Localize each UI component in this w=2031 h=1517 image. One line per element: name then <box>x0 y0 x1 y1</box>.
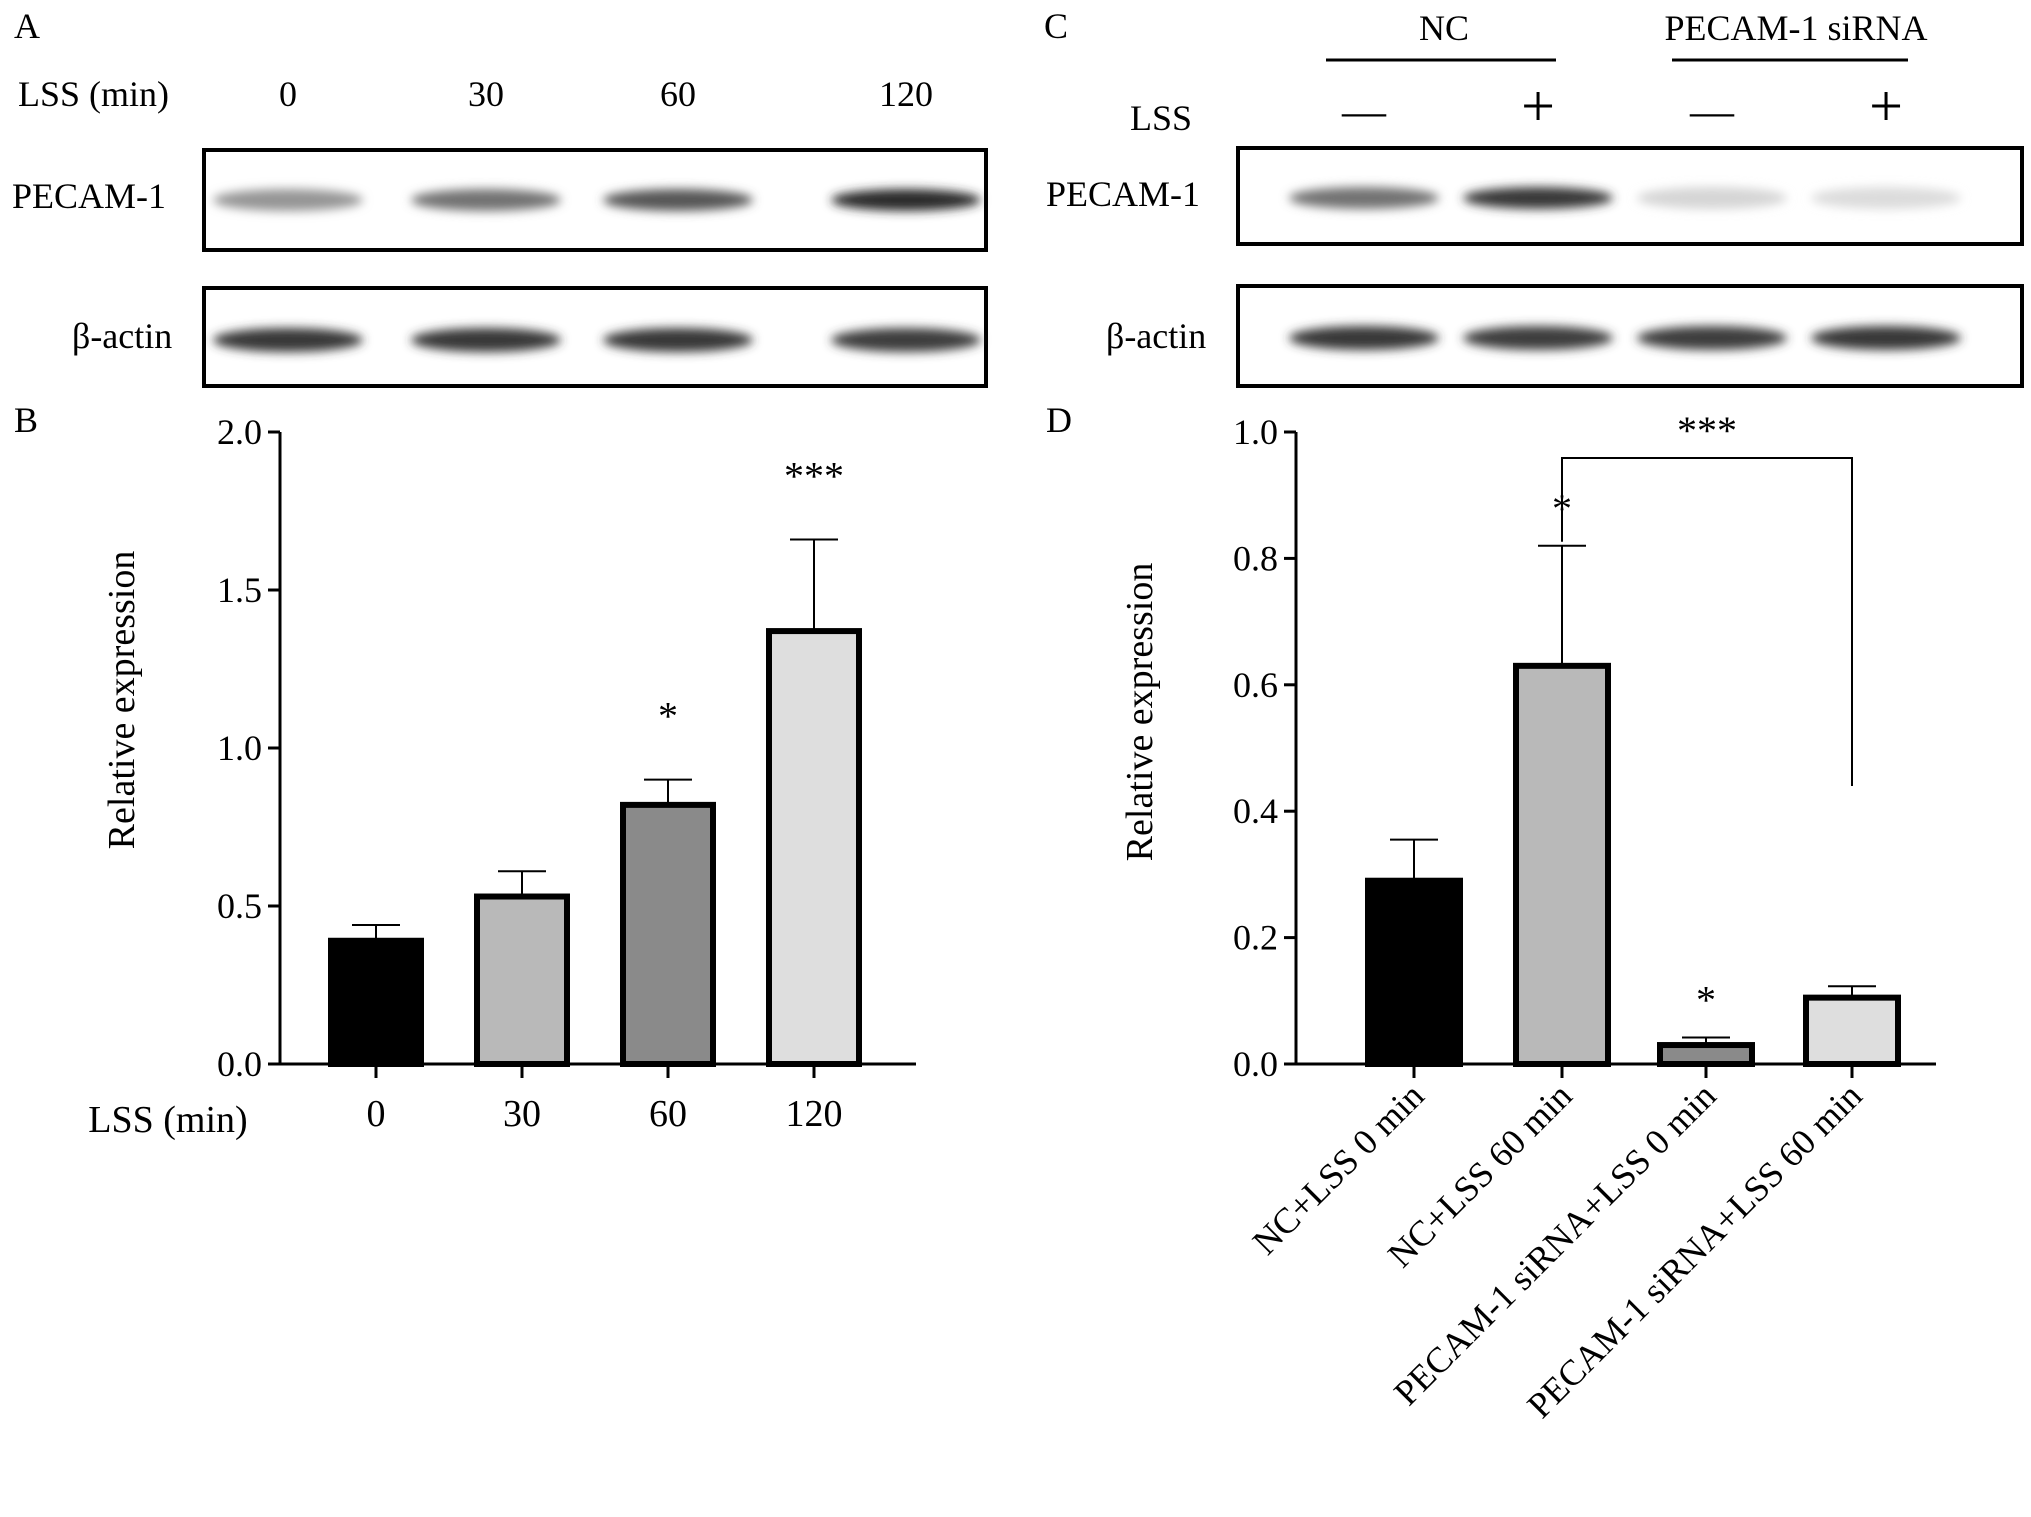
panel-c-pecam-band-4 <box>1811 187 1961 209</box>
panel-d-y-tick-label: 1.0 <box>1233 412 1278 452</box>
panel-d-chart: 0.00.20.40.60.81.0NC+LSS 0 min*NC+LSS 60… <box>1233 408 1936 1426</box>
panel-d-y-tick-label: 0.4 <box>1233 791 1278 831</box>
panel-a-actin-band-4 <box>831 328 981 352</box>
panel-a-pecam-band-1 <box>213 189 363 211</box>
panel-b-bar-2 <box>474 893 570 1068</box>
panel-d-y-tick-label: 0.8 <box>1233 538 1278 578</box>
panel-c-lss-sign-4: + <box>1869 73 1903 139</box>
panel-b-bar-3 <box>620 801 716 1067</box>
panel-c-actin-band-1 <box>1289 326 1439 350</box>
panel-b-y-tick-label: 1.5 <box>217 570 262 610</box>
panel-b-x-tick-label-1: 0 <box>367 1093 386 1135</box>
panel-c-group-nc: NC <box>1419 8 1469 48</box>
panel-c: C NC PECAM-1 siRNA LSS — + — + PECAM-1 β-ac… <box>1044 6 2024 388</box>
panel-b-significance-3: * <box>658 694 678 739</box>
panel-d-bar-3 <box>1657 1042 1755 1068</box>
panel-c-row-label-actin: β-actin <box>1106 316 1206 356</box>
panel-c-lss-label: LSS <box>1130 98 1192 138</box>
panel-d-y-tick-label: 0.0 <box>1233 1044 1278 1084</box>
panel-b-y-tick-label: 1.0 <box>217 728 262 768</box>
panel-d-y-tick-label: 0.2 <box>1233 918 1278 958</box>
panel-a-lane-label-2: 30 <box>468 74 504 114</box>
panel-d-letter: D <box>1046 400 1072 440</box>
panel-a-lane-label-3: 60 <box>660 74 696 114</box>
panel-d-bar-2 <box>1513 662 1611 1068</box>
panel-b-x-tick-label-4: 120 <box>786 1093 843 1135</box>
panel-b-x-tick-label-2: 30 <box>503 1093 541 1135</box>
panel-d-bracket-label: *** <box>1677 408 1737 453</box>
panel-d-significance-3: * <box>1696 977 1716 1022</box>
panel-a-lane-labels: 0 30 60 120 <box>279 74 933 114</box>
panel-c-bands <box>1289 187 1961 350</box>
panel-b-bar-1 <box>328 937 424 1068</box>
panel-a-lss-label: LSS (min) <box>18 74 169 114</box>
panel-b-y-tick-label: 0.0 <box>217 1044 262 1084</box>
panel-c-lss-sign-3: — <box>1689 87 1735 136</box>
panel-c-row-label-pecam: PECAM-1 <box>1046 174 1200 214</box>
panel-b-x-axis-label: LSS (min) <box>88 1099 247 1141</box>
panel-c-actin-band-3 <box>1637 326 1787 350</box>
panel-a-row-label-pecam: PECAM-1 <box>12 176 166 216</box>
panel-a: A LSS (min) 0 30 60 120 PECAM-1 β-actin <box>12 6 988 388</box>
panel-b: B Relative expression LSS (min) 0.0 0.5 1.… <box>14 400 916 1141</box>
panel-a-letter: A <box>14 6 40 46</box>
panel-a-pecam-band-2 <box>411 189 561 211</box>
panel-a-bands <box>213 189 981 352</box>
panel-a-pecam-band-3 <box>603 189 753 211</box>
panel-c-pecam-band-1 <box>1289 187 1439 209</box>
panel-b-bar-4 <box>766 628 862 1068</box>
panel-c-pecam-band-3 <box>1637 187 1787 209</box>
panel-c-lss-sign-1: — <box>1341 87 1387 136</box>
panel-b-letter: B <box>14 400 38 440</box>
panel-a-actin-band-1 <box>213 328 363 352</box>
panel-c-lss-sign-2: + <box>1521 73 1555 139</box>
panel-c-letter: C <box>1044 6 1068 46</box>
panel-a-pecam-band-4 <box>831 189 981 211</box>
panel-b-significance-4: *** <box>784 453 844 498</box>
panel-a-lane-label-4: 120 <box>879 74 933 114</box>
panel-b-y-axis-label: Relative expression <box>101 551 143 850</box>
panel-d-y-axis-label: Relative expression <box>1119 563 1161 862</box>
panel-d-significance-bracket <box>1561 457 1853 786</box>
panel-c-actin-band-4 <box>1811 326 1961 350</box>
panel-c-pecam-band-2 <box>1463 187 1613 209</box>
panel-d-bar-1 <box>1365 877 1463 1067</box>
panel-c-group-sirna: PECAM-1 siRNA <box>1664 8 1927 48</box>
panel-a-actin-band-2 <box>411 328 561 352</box>
panel-b-y-tick-label: 2.0 <box>217 412 262 452</box>
panel-b-x-tick-label-3: 60 <box>649 1093 687 1135</box>
panel-d-bar-4 <box>1803 994 1901 1068</box>
panel-b-y-tick-label: 0.5 <box>217 886 262 926</box>
panel-a-actin-band-3 <box>603 328 753 352</box>
panel-c-lss-signs: — + — + <box>1341 73 1903 139</box>
panel-d: D Relative expression 0.0 0.2 0.4 0.6 0.8 1.0… <box>1046 400 1936 1426</box>
panel-d-y-tick-label: 0.6 <box>1233 665 1278 705</box>
panel-a-row-label-actin: β-actin <box>72 316 172 356</box>
panel-a-lane-label-1: 0 <box>279 74 297 114</box>
panel-c-actin-band-2 <box>1463 326 1613 350</box>
panel-b-chart: 0.0 0.5 1.0 1.5 2.0 0 30 * 60 *** 120 <box>217 412 916 1135</box>
